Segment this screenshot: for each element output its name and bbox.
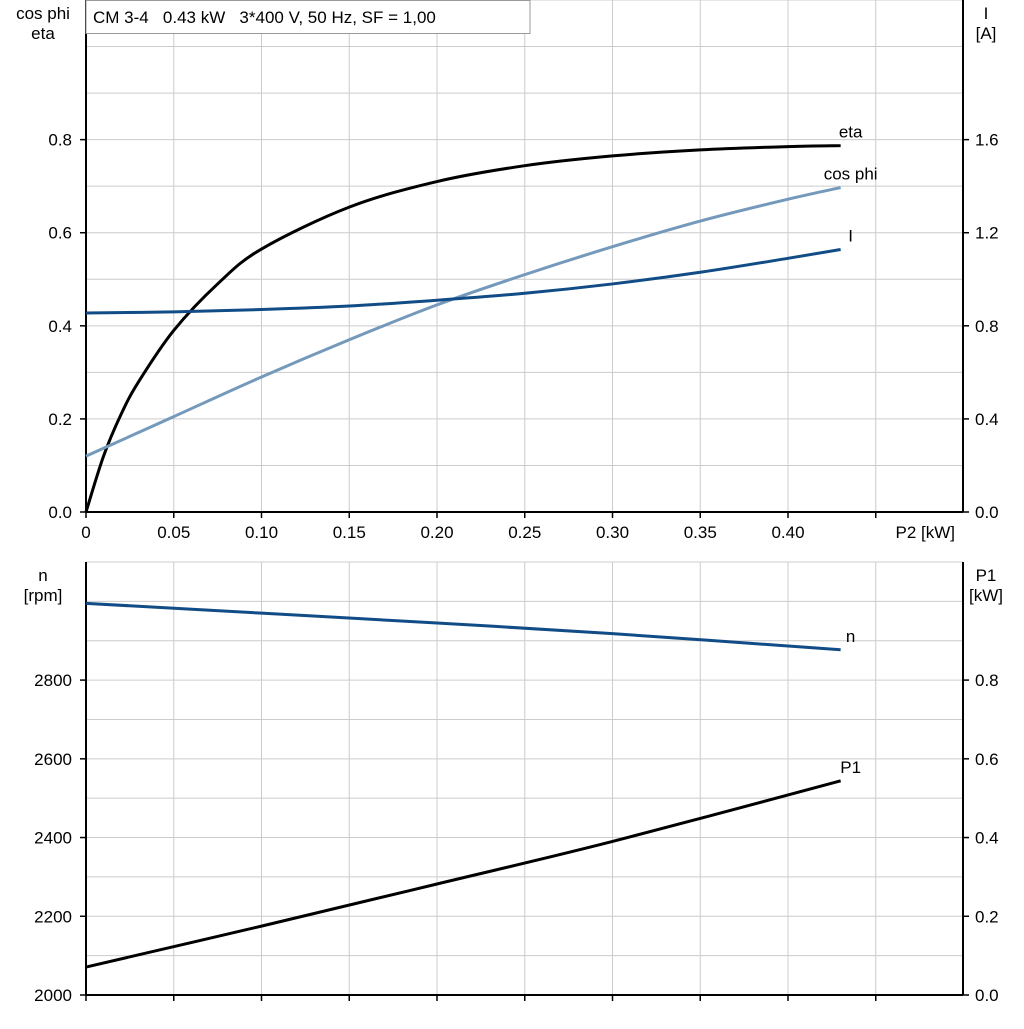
y-tick-label-left: 2400 [34, 829, 72, 848]
x-tick-label: 0.35 [684, 523, 717, 542]
y-tick-label-right: 1.6 [975, 131, 999, 150]
y-tick-label-left: 0.2 [48, 410, 72, 429]
y-tick-label-left: 0.4 [48, 317, 72, 336]
y-tick-label-left: 2200 [34, 907, 72, 926]
y-axis-label-right: P1 [976, 566, 997, 585]
chart-header-box [85, 0, 531, 34]
y-tick-label-left: 0.6 [48, 224, 72, 243]
series-label: cos phi [824, 165, 878, 184]
y-tick-label-right: 1.2 [975, 224, 999, 243]
series-label: I [848, 226, 853, 245]
series-line-n [85, 601, 841, 652]
x-tick-label: 0 [81, 523, 90, 542]
y-axis-label-left: n [38, 566, 47, 585]
y-tick-label-right: 0.4 [975, 410, 999, 429]
y-axis-label-right: [A] [976, 24, 997, 43]
series-line-cos-phi [85, 186, 841, 458]
y-tick-label-right: 0.4 [975, 829, 999, 848]
x-tick-label: 0.15 [333, 523, 366, 542]
y-tick-label-left: 2600 [34, 750, 72, 769]
y-axis-label-right: [kW] [969, 586, 1003, 605]
series-label: n [846, 627, 855, 646]
y-axis-label-left: [rpm] [24, 586, 63, 605]
series-line-i [85, 248, 841, 315]
x-tick-label: 0.25 [508, 523, 541, 542]
y-tick-label-left: 2000 [34, 986, 72, 1005]
series-line-eta [84, 144, 841, 513]
series-label: P1 [840, 758, 861, 777]
x-tick-label: 0.30 [596, 523, 629, 542]
x-tick-label: 0.10 [245, 523, 278, 542]
y-tick-label-right: 0.2 [975, 907, 999, 926]
chart-header-title: CM 3-4 0.43 kW 3*400 V, 50 Hz, SF = 1,00 [93, 8, 436, 27]
y-tick-label-right: 0.8 [975, 671, 999, 690]
y-axis-label-left: eta [31, 24, 55, 43]
y-tick-label-left: 2800 [34, 671, 72, 690]
series-label: eta [839, 123, 863, 142]
y-tick-label-right: 0.8 [975, 317, 999, 336]
y-tick-label-left: 0.0 [48, 503, 72, 522]
y-tick-label-right: 0.0 [975, 503, 999, 522]
x-tick-label: 0.20 [420, 523, 453, 542]
x-tick-label: 0.05 [157, 523, 190, 542]
x-tick-label: 0.40 [771, 523, 804, 542]
series-line-p1 [85, 779, 842, 969]
y-tick-label-left: 0.8 [48, 131, 72, 150]
y-axis-label-right: I [984, 4, 989, 23]
x-axis-label: P2 [kW] [895, 523, 955, 542]
y-tick-label-right: 0.0 [975, 986, 999, 1005]
y-tick-label-right: 0.6 [975, 750, 999, 769]
y-axis-label-left: cos phi [16, 4, 70, 23]
